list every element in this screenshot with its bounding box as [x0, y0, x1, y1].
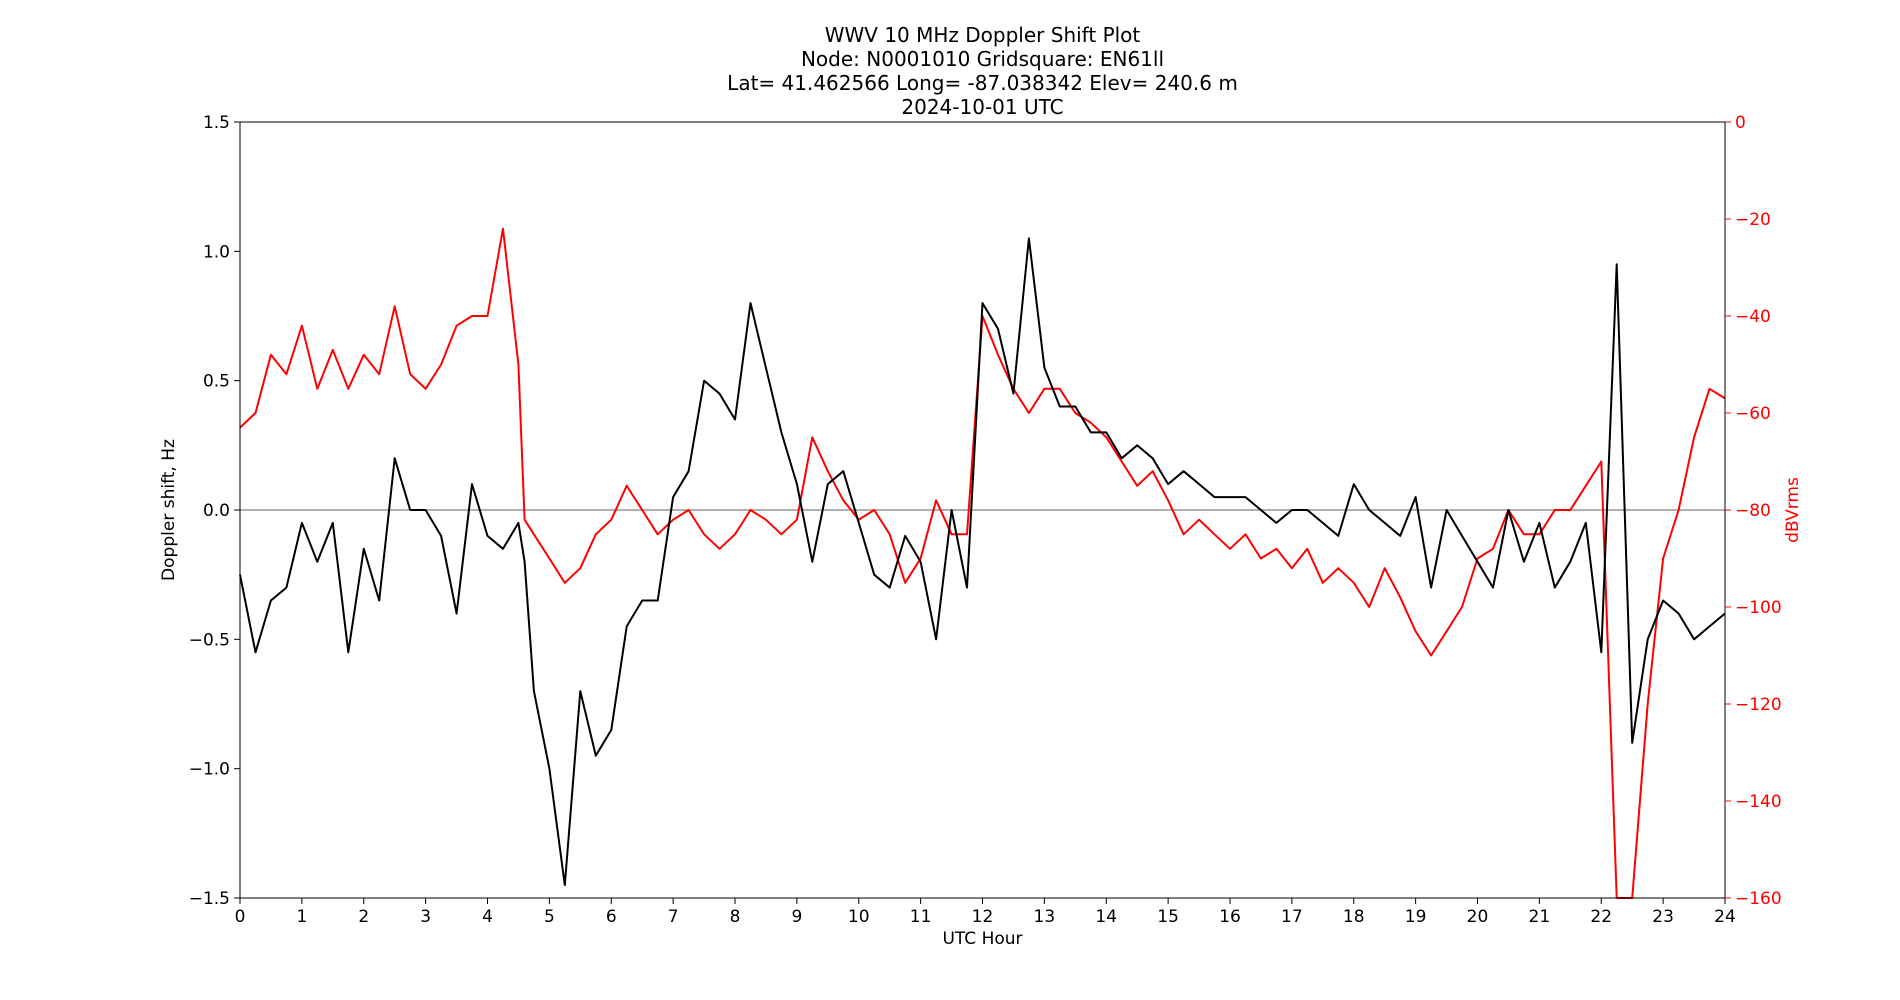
y-axis-left-label: Doppler shift, Hz [159, 439, 179, 581]
x-tick-label: 12 [972, 907, 994, 927]
x-tick-label: 24 [1714, 907, 1736, 927]
y-axis-right: −160 −140 −120 −100 −80 −60 −40 −20 0 [1725, 113, 1782, 909]
x-tick-label: 21 [1529, 907, 1551, 927]
y-left-tick-label: 1.5 [203, 113, 230, 133]
x-axis: 0 1 2 3 4 5 6 7 8 9 10 11 12 13 14 15 16 17 18 19 20 21 22 23 24 [235, 898, 1736, 927]
y-left-tick-label: −1.0 [189, 760, 230, 780]
y-right-tick-label: −60 [1735, 404, 1771, 424]
y-left-tick-label: 0.0 [203, 501, 230, 521]
y-right-tick-label: −160 [1735, 889, 1782, 909]
y-right-tick-label: −20 [1735, 210, 1771, 230]
y-right-tick-label: −80 [1735, 501, 1771, 521]
x-tick-label: 9 [791, 907, 802, 927]
x-tick-label: 16 [1219, 907, 1241, 927]
x-tick-label: 13 [1034, 907, 1056, 927]
x-tick-label: 15 [1157, 907, 1179, 927]
y-left-tick-label: 0.5 [203, 372, 230, 392]
y-axis-right-label: dBVrms [1783, 477, 1803, 543]
x-tick-label: 18 [1343, 907, 1365, 927]
x-tick-label: 20 [1467, 907, 1489, 927]
y-right-tick-label: −120 [1735, 695, 1782, 715]
x-axis-label: UTC Hour [942, 929, 1022, 949]
chart-title-line-2: Node: N0001010 Gridsquare: EN61ll [801, 47, 1164, 71]
y-right-tick-label: −100 [1735, 598, 1782, 618]
x-tick-label: 19 [1405, 907, 1427, 927]
x-tick-label: 7 [668, 907, 679, 927]
x-tick-label: 1 [296, 907, 307, 927]
y-right-tick-label: −40 [1735, 307, 1771, 327]
chart-title-line-1: WWV 10 MHz Doppler Shift Plot [825, 23, 1141, 47]
y-left-tick-label: −0.5 [189, 630, 230, 650]
x-tick-label: 22 [1590, 907, 1612, 927]
x-tick-label: 0 [235, 907, 246, 927]
chart-title-line-4: 2024-10-01 UTC [901, 95, 1063, 119]
series-power-line [239, 227, 1726, 899]
x-tick-label: 4 [482, 907, 493, 927]
y-left-tick-label: 1.0 [203, 242, 230, 262]
x-tick-label: 3 [420, 907, 431, 927]
x-tick-label: 17 [1281, 907, 1303, 927]
y-axis-left: −1.5 −1.0 −0.5 0.0 0.5 1.0 1.5 [189, 113, 240, 909]
series-doppler-line [239, 237, 1726, 887]
x-tick-label: 11 [910, 907, 932, 927]
x-tick-label: 23 [1652, 907, 1674, 927]
plot-area [239, 121, 1726, 899]
y-right-tick-label: −140 [1735, 792, 1782, 812]
x-tick-label: 6 [606, 907, 617, 927]
x-tick-label: 8 [730, 907, 741, 927]
x-tick-label: 10 [848, 907, 870, 927]
chart-title-line-3: Lat= 41.462566 Long= -87.038342 Elev= 24… [727, 71, 1238, 95]
y-left-tick-label: −1.5 [189, 889, 230, 909]
x-tick-label: 2 [358, 907, 369, 927]
x-tick-label: 14 [1095, 907, 1117, 927]
y-right-tick-label: 0 [1735, 113, 1746, 133]
x-tick-label: 5 [544, 907, 555, 927]
